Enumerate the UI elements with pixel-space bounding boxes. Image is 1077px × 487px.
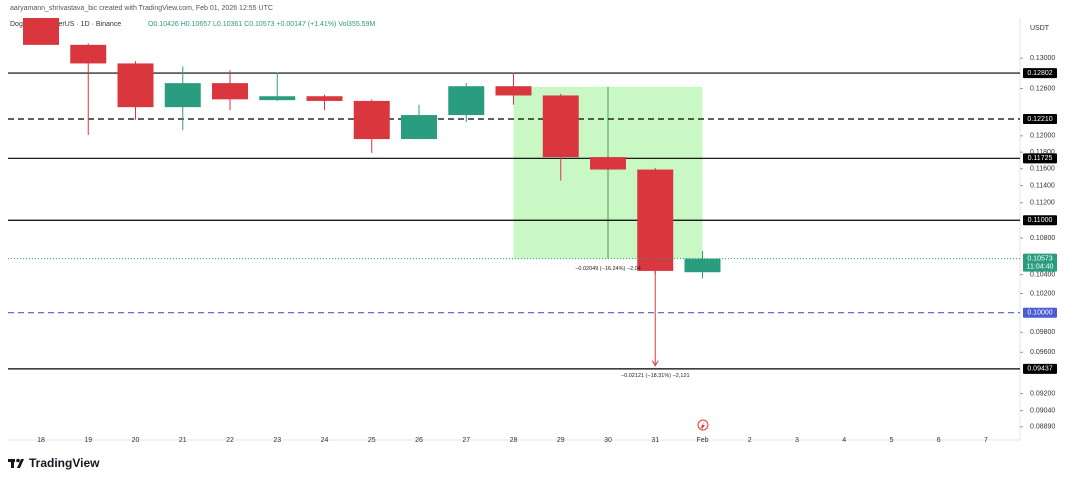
- candle-body: [306, 96, 343, 101]
- x-tick-label: 23: [273, 437, 281, 444]
- x-tick-label: 7: [984, 437, 988, 444]
- y-tick-label: 0.12600: [1030, 85, 1055, 92]
- candle-body: [401, 115, 437, 140]
- measure-label: −0.02121 (−18.31%) −2,121: [621, 373, 690, 379]
- x-tick-label: 6: [937, 437, 941, 444]
- level-label: 0.10000: [1027, 310, 1052, 317]
- x-tick-label: 21: [179, 437, 187, 444]
- y-tick-label: 0.08890: [1030, 424, 1055, 431]
- x-tick-label: 22: [226, 437, 234, 444]
- level-label: 0.11000: [1028, 217, 1053, 224]
- x-tick-label: 30: [604, 437, 612, 444]
- candle-body: [684, 258, 721, 273]
- candle-body: [590, 157, 626, 170]
- level-tag: [1023, 307, 1057, 318]
- y-tick-label: 0.12000: [1030, 133, 1055, 140]
- candle-body: [212, 83, 248, 100]
- event-icon: [697, 419, 709, 431]
- x-tick-label: 26: [415, 437, 423, 444]
- x-tick-label: 19: [84, 437, 92, 444]
- chart-title: aaryamann_shrivastava_bic created with T…: [10, 5, 273, 12]
- x-tick-label: 29: [557, 437, 565, 444]
- y-tick-label: 0.09600: [1030, 349, 1055, 356]
- plot: [8, 18, 1020, 370]
- y-tick-label: 0.11600: [1030, 166, 1055, 173]
- candle-body: [70, 44, 107, 64]
- x-tick-label: 27: [462, 437, 470, 444]
- currency: USDT: [1030, 25, 1050, 32]
- x-tick-label: 3: [795, 437, 799, 444]
- level-label: 0.09437: [1027, 366, 1052, 373]
- level-tag: [1023, 215, 1057, 226]
- y-tick-label: 0.09800: [1030, 329, 1055, 336]
- brand: TradingView: [29, 456, 100, 470]
- arrow-head: [651, 360, 659, 367]
- y-tick-label: 0.10400: [1030, 271, 1055, 278]
- candle-body: [448, 86, 485, 116]
- level-label: 0.12802: [1027, 70, 1052, 77]
- x-tick-label: 4: [842, 437, 846, 444]
- level-tag: [1023, 153, 1057, 164]
- y-tick-label: 0.11200: [1030, 200, 1055, 207]
- level-tag: [1023, 363, 1057, 374]
- symbol: Dogecoin / TetherUS · 1D · Binance: [10, 21, 121, 28]
- x-tick-label: Feb: [696, 437, 708, 444]
- y-tick-label: 0.09200: [1030, 390, 1055, 397]
- candle-body: [23, 18, 59, 45]
- y-tick-label: 0.10200: [1030, 290, 1055, 297]
- level-tag: [1023, 68, 1057, 79]
- y-tick-label: 0.11400: [1030, 182, 1055, 189]
- candle-body: [495, 86, 532, 96]
- x-tick-label: 18: [37, 437, 45, 444]
- level-label: 0.12210: [1027, 116, 1052, 123]
- last-price-tag: [1023, 253, 1057, 272]
- y-tick-label: 0.11800: [1030, 149, 1055, 156]
- last-price-label: 0.10573: [1027, 255, 1052, 262]
- x-tick-label: 28: [510, 437, 518, 444]
- candle-body: [542, 95, 579, 158]
- x-tick-label: 2: [748, 437, 752, 444]
- ohlc-legend: O0.10426 H0.10657 L0.10361 C0.10573 +0.0…: [148, 21, 375, 28]
- x-tick-label: 25: [368, 437, 376, 444]
- level-label: 0.11725: [1028, 155, 1053, 162]
- level-tag: [1023, 114, 1057, 125]
- candle-body: [259, 96, 296, 101]
- countdown: 11:04:40: [1027, 263, 1054, 270]
- y-tick-label: 0.09040: [1030, 407, 1055, 414]
- y-tick-label: 0.10800: [1030, 235, 1055, 242]
- candle-body: [117, 63, 154, 108]
- candle-body: [164, 83, 201, 108]
- measure-label: −0.02049 (−16.24%) −2,04: [575, 266, 641, 272]
- x-tick-label: 20: [132, 437, 140, 444]
- candle-body: [353, 100, 390, 140]
- candle-body: [637, 169, 674, 271]
- y-tick-label: 0.13000: [1030, 55, 1055, 62]
- brand-logo: [8, 458, 24, 468]
- x-tick-label: 31: [651, 437, 659, 444]
- x-tick-label: 5: [890, 437, 894, 444]
- x-tick-label: 24: [321, 437, 329, 444]
